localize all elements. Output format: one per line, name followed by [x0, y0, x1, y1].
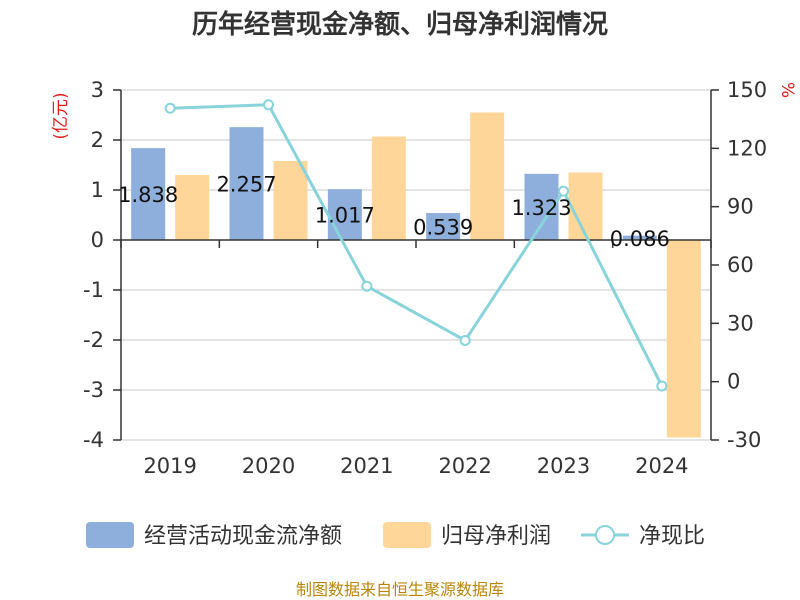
legend: 经营活动现金流净额 归母净利润 净现比: [86, 522, 705, 549]
axes: [120, 90, 712, 440]
right-axis: 150 120 90 60 30 0 -30: [711, 78, 767, 452]
left-tick-label: -2: [83, 328, 104, 352]
cashflow-label-2024: 0.086: [610, 227, 670, 251]
x-tick-label: 2021: [340, 454, 393, 478]
ratio-point-2020: [263, 99, 274, 111]
legend-label-cashflow: 经营活动现金流净额: [144, 524, 342, 549]
ratio-point-2019: [164, 102, 176, 114]
profit-bar-2022: [470, 112, 505, 240]
x-tick-label: 2022: [438, 454, 491, 478]
left-tick-label: 2: [91, 128, 104, 152]
cashflow-label-2023: 1.323: [511, 196, 571, 220]
left-tick-label: -3: [83, 378, 104, 402]
left-axis-unit: (亿元): [51, 92, 71, 139]
right-tick-label: 90: [727, 195, 754, 219]
left-axis: 3 2 1 0 -1 -2 -3 -4: [83, 78, 121, 452]
right-tick-label: 60: [727, 253, 754, 277]
ratio-point-2023: [558, 185, 569, 197]
cashflow-bar-2022: [426, 213, 461, 240]
profit-bar-2021: [371, 136, 406, 240]
cashflow-bar-2024: [622, 235, 657, 240]
x-tick-label: 2024: [635, 454, 688, 478]
right-tick-label: 150: [727, 78, 767, 102]
right-tick-label: 120: [727, 136, 767, 160]
ratio-point-2021: [361, 280, 373, 292]
ratio-line: [164, 99, 668, 392]
grid: [121, 89, 711, 441]
left-tick-label: -1: [83, 278, 104, 302]
x-axis: 2019 2020 2021 2022 2023 2024: [143, 454, 688, 478]
source-note: 制图数据来自恒生聚源数据库: [296, 580, 504, 599]
cashflow-label-2019: 1.838: [118, 183, 178, 207]
ratio-polyline: [170, 103, 664, 387]
cashflow-label-2021: 1.017: [315, 204, 375, 228]
cashflow-bar-2020: [229, 127, 264, 240]
legend-label-ratio: 净现比: [639, 524, 705, 549]
profit-bar-2023: [568, 172, 603, 240]
x-tick-label: 2019: [143, 454, 196, 478]
legend-swatch-cashflow: [86, 522, 134, 548]
left-tick-label: 1: [91, 178, 104, 202]
cashflow-label-2020: 2.257: [216, 173, 276, 197]
left-tick-label: 0: [91, 228, 104, 252]
profit-bar-2020: [273, 161, 308, 240]
x-tick-label: 2020: [242, 454, 295, 478]
left-tick-label: -4: [83, 428, 104, 452]
right-tick-label: 0: [727, 370, 740, 394]
bars: [131, 112, 701, 438]
ratio-point-2024: [656, 380, 668, 392]
right-tick-label: -30: [727, 428, 761, 452]
legend-label-profit: 归母净利润: [441, 524, 551, 549]
profit-bar-2019: [175, 175, 210, 240]
profit-bar-2024: [666, 240, 701, 438]
ratio-point-2022: [459, 334, 471, 346]
cashflow-label-2022: 0.539: [413, 216, 473, 240]
right-axis-unit: %: [777, 82, 797, 98]
data-labels: 1.838 2.257 1.017 0.539 1.323 0.086: [118, 173, 670, 251]
legend-swatch-profit: [383, 522, 431, 548]
left-tick-label: 3: [91, 78, 104, 102]
legend-swatch-ratio-marker: [595, 525, 615, 545]
x-tick-label: 2023: [537, 454, 590, 478]
cashflow-bar-2021: [327, 189, 362, 240]
cashflow-bar-2019: [131, 148, 166, 240]
chart-title: 历年经营现金净额、归母净利润情况: [192, 9, 608, 40]
right-tick-label: 30: [727, 311, 754, 335]
